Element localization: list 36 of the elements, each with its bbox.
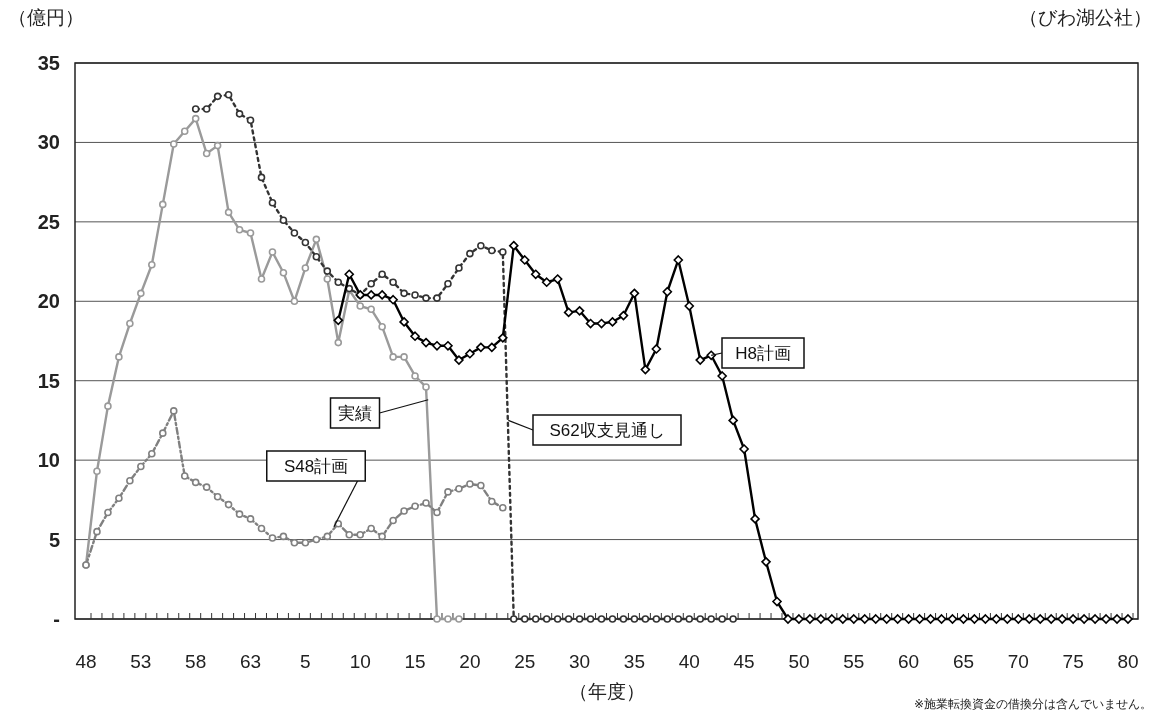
x-tick-label: 50 <box>788 651 810 672</box>
x-tick-label: 45 <box>733 651 755 672</box>
x-tick-label: 80 <box>1117 651 1139 672</box>
x-axis-title: （年度） <box>568 681 645 702</box>
text: S62収支見通し <box>549 420 665 440</box>
x-tick-label: 65 <box>952 651 975 672</box>
text: S48計画 <box>283 456 349 476</box>
y-tick-label: 10 <box>37 449 60 472</box>
series-label: H8計画 <box>735 343 791 363</box>
y-tick-label: 25 <box>37 210 60 233</box>
x-tick-label: 53 <box>130 651 152 672</box>
x-tick-label: 25 <box>514 651 536 672</box>
x-tick-label: 58 <box>185 651 207 672</box>
x-tick-label: 48 <box>75 651 97 672</box>
x-tick-label: 20 <box>459 651 481 672</box>
x-tick-label: 70 <box>1007 651 1029 672</box>
text: 実績 <box>338 403 372 423</box>
y-tick-label: 20 <box>37 290 60 313</box>
y-tick-label: 30 <box>37 131 60 154</box>
y-axis-title: （億円） <box>8 7 84 28</box>
x-tick-label: 30 <box>569 651 591 672</box>
y-tick-label: 15 <box>37 369 60 392</box>
x-tick-label: 40 <box>678 651 700 672</box>
y-tick-label: - <box>53 608 60 630</box>
x-tick-label: 35 <box>623 651 645 672</box>
y-tick-label: 5 <box>48 528 60 551</box>
x-tick-label: 15 <box>404 651 426 672</box>
text: ※施業転換資金の借換分は含んでいません。 <box>913 697 1152 711</box>
x-tick-label: 75 <box>1062 651 1084 672</box>
text: （びわ湖公社） <box>1019 7 1152 28</box>
x-tick-label: 5 <box>300 651 311 672</box>
x-tick-label: 63 <box>239 651 262 672</box>
y-tick-label: 35 <box>37 52 60 74</box>
x-tick-label: 55 <box>843 651 865 672</box>
x-tick-label: 60 <box>898 651 920 672</box>
x-tick-label: 10 <box>349 651 371 672</box>
